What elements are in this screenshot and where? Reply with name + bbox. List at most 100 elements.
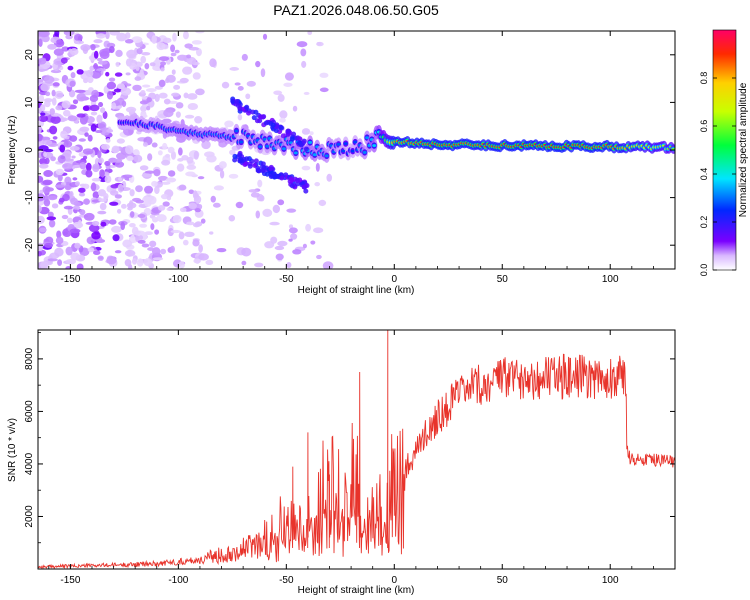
noise-speck — [178, 184, 187, 191]
noise-speck — [145, 88, 157, 93]
noise-speck — [66, 217, 73, 224]
ridge-fan — [268, 166, 274, 172]
noise-speck — [286, 208, 297, 213]
noise-speck — [307, 31, 313, 36]
noise-speck — [179, 207, 187, 213]
ridge-fan — [230, 98, 236, 104]
noise-speck — [178, 231, 185, 240]
noise-speck — [116, 83, 126, 90]
noise-speck — [44, 242, 54, 248]
noise-speck — [303, 91, 310, 96]
noise-speck — [192, 239, 200, 247]
noise-speck — [40, 261, 49, 269]
noise-speck — [99, 169, 105, 178]
noise-speck — [139, 100, 149, 105]
noise-speck — [187, 103, 199, 110]
y-tick-label: 4000 — [24, 452, 35, 475]
noise-speck — [318, 199, 327, 207]
noise-speck — [106, 256, 117, 265]
noise-speck — [72, 177, 78, 181]
noise-speck — [185, 171, 196, 177]
noise-speck — [288, 227, 298, 234]
noise-speck — [100, 221, 107, 227]
noise-speck — [141, 84, 151, 88]
noise-speck — [157, 150, 163, 156]
noise-speck — [56, 39, 63, 45]
noise-speck — [157, 175, 168, 181]
noise-speck — [45, 187, 54, 192]
noise-speck — [138, 235, 144, 240]
noise-speck — [76, 69, 84, 75]
noise-speck — [121, 203, 127, 209]
noise-speck — [178, 147, 183, 156]
noise-speck — [60, 57, 68, 64]
noise-speck — [65, 258, 77, 265]
noise-speck — [184, 43, 193, 49]
noise-speck — [91, 177, 102, 182]
ridge-fan — [232, 157, 238, 163]
noise-speck — [158, 79, 166, 88]
noise-speck — [139, 223, 148, 228]
noise-speck — [90, 123, 97, 132]
noise-speck — [55, 236, 64, 245]
x-tick-label: 0 — [392, 274, 398, 285]
noise-speck — [92, 191, 100, 199]
ridge-fan — [289, 183, 295, 189]
noise-speck — [47, 195, 58, 201]
noise-speck — [270, 236, 278, 244]
noise-speck — [54, 184, 65, 188]
noise-speck — [83, 212, 95, 221]
noise-speck — [128, 223, 136, 228]
ridge-fan — [255, 165, 261, 171]
y-tick-label: 8000 — [24, 347, 35, 370]
noise-speck — [47, 211, 54, 218]
noise-speck — [137, 239, 146, 244]
noise-speck — [40, 112, 46, 116]
noise-speck — [195, 31, 205, 34]
ridge-core — [308, 141, 313, 144]
noise-speck — [40, 83, 50, 92]
noise-speck — [228, 173, 239, 179]
noise-speck — [38, 215, 45, 224]
noise-speck — [301, 165, 311, 171]
noise-speck — [170, 245, 175, 253]
noise-speck — [67, 65, 74, 71]
noise-speck — [38, 205, 42, 213]
x-tick-label: 0 — [392, 575, 398, 586]
noise-speck — [38, 115, 49, 123]
noise-speck — [51, 203, 59, 209]
noise-speck — [55, 105, 63, 111]
noise-speck — [319, 72, 329, 78]
noise-speck — [200, 218, 206, 224]
noise-speck — [194, 192, 199, 198]
noise-speck — [88, 224, 100, 233]
noise-speck — [125, 145, 134, 155]
noise-speck — [62, 162, 73, 170]
noise-speck — [48, 219, 56, 228]
noise-speck — [191, 40, 202, 45]
noise-speck — [89, 65, 95, 71]
noise-speck — [110, 190, 119, 196]
noise-speck — [122, 174, 133, 179]
ridge-fan — [234, 99, 240, 105]
noise-speck — [257, 179, 263, 188]
noise-speck — [136, 258, 144, 267]
noise-speck — [313, 227, 324, 234]
noise-speck — [151, 35, 157, 44]
noise-speck — [167, 170, 176, 177]
noise-speck — [74, 181, 80, 186]
ridge-fan — [244, 156, 250, 162]
noise-speck — [60, 130, 68, 139]
noise-speck — [43, 151, 48, 158]
noise-speck — [38, 227, 47, 233]
noise-speck — [105, 71, 110, 77]
ridge-fan — [263, 120, 269, 126]
noise-speck — [316, 41, 324, 47]
noise-speck — [156, 42, 166, 51]
noise-speck — [125, 58, 132, 67]
noise-speck — [166, 195, 172, 201]
noise-speck — [192, 222, 201, 228]
noise-speck — [74, 33, 83, 42]
colorbar-tick-label: 0.0 — [699, 264, 709, 277]
